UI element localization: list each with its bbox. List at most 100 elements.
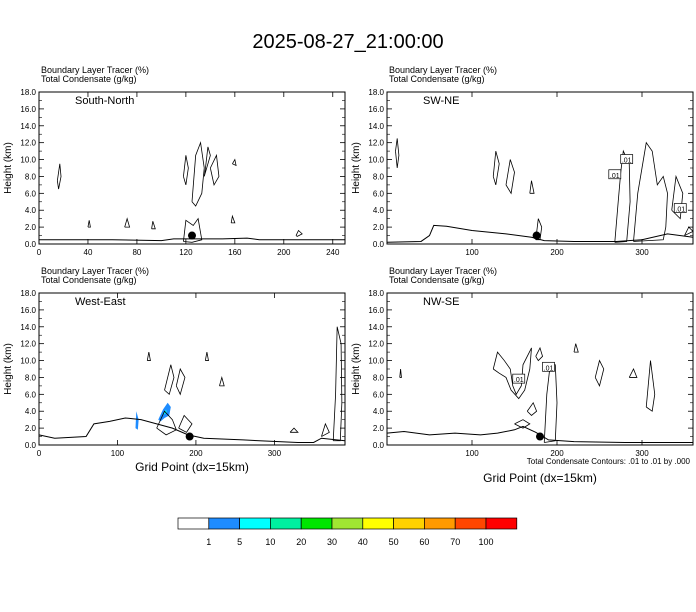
condensate-contour bbox=[645, 360, 656, 412]
condensate-contour bbox=[492, 347, 532, 400]
boundary-layer-line bbox=[386, 224, 694, 243]
colorbar: 1 5 10 20 30 40 50 60 70 100 bbox=[177, 517, 518, 547]
x-tick-label: 0 bbox=[37, 449, 42, 458]
colorbar-label: 30 bbox=[327, 537, 337, 547]
panel-label-tracer: Boundary Layer Tracer (%) bbox=[389, 65, 497, 75]
plot-frame bbox=[386, 91, 694, 245]
x-tick-label: 100 bbox=[111, 449, 125, 458]
condensate-contour bbox=[543, 364, 558, 443]
y-tick-label: 0.0 bbox=[373, 240, 385, 249]
x-tick-label: 200 bbox=[277, 248, 291, 257]
plot-frame bbox=[38, 292, 346, 446]
colorbar-swatch bbox=[270, 517, 302, 530]
x-tick-label: 300 bbox=[635, 248, 649, 257]
location-marker bbox=[536, 432, 544, 441]
condensate-contour bbox=[633, 141, 668, 242]
y-tick-label: 12.0 bbox=[20, 340, 36, 349]
x-tick-label: 100 bbox=[465, 449, 479, 458]
y-tick-label: 14.0 bbox=[368, 122, 384, 131]
colorbar-label: 50 bbox=[389, 537, 399, 547]
condensate-contour bbox=[671, 174, 684, 220]
y-tick-label: 8.0 bbox=[373, 373, 385, 382]
y-tick-label: 18.0 bbox=[20, 88, 36, 97]
condensate-contour bbox=[151, 221, 156, 230]
contour-label: .01 bbox=[620, 154, 634, 165]
svg-text:.01: .01 bbox=[514, 377, 524, 384]
condensate-contour bbox=[146, 352, 151, 361]
contour-note: Total Condensate Contours: .01 to .01 by… bbox=[527, 457, 691, 466]
x-tick-label: 160 bbox=[228, 248, 242, 257]
contour-label: .01 bbox=[542, 361, 555, 372]
y-tick-label: 0.0 bbox=[373, 441, 385, 450]
colorbar-swatch bbox=[485, 517, 518, 530]
svg-text:.01: .01 bbox=[675, 207, 685, 214]
svg-text:.01: .01 bbox=[610, 173, 620, 180]
condensate-contour bbox=[628, 368, 638, 378]
x-tick-label: 240 bbox=[326, 248, 340, 257]
condensate-contour bbox=[399, 368, 402, 378]
x-tick-label: 100 bbox=[465, 248, 479, 257]
condensate-contour bbox=[573, 343, 579, 353]
condensate-contour bbox=[295, 229, 303, 237]
colorbar-label: 100 bbox=[478, 537, 493, 547]
condensate-contour bbox=[209, 153, 220, 186]
panel-sw-ne: Boundary Layer Tracer (%)Total Condensat… bbox=[351, 65, 694, 257]
y-tick-label: 18.0 bbox=[368, 88, 384, 97]
condensate-contour bbox=[526, 401, 538, 416]
condensate-contour bbox=[230, 214, 236, 224]
x-tick-label: 80 bbox=[132, 248, 141, 257]
y-tick-label: 16.0 bbox=[20, 105, 36, 114]
condensate-contour bbox=[232, 158, 237, 167]
colorbar-label: 60 bbox=[419, 537, 429, 547]
contour-label: .01 bbox=[608, 169, 622, 180]
condensate-contour bbox=[164, 364, 175, 396]
y-tick-label: 0.0 bbox=[25, 240, 37, 249]
condensate-contour bbox=[178, 414, 193, 433]
y-tick-label: 6.0 bbox=[373, 390, 385, 399]
y-tick-label: 6.0 bbox=[25, 390, 37, 399]
condensate-contour bbox=[175, 367, 186, 396]
y-tick-label: 18.0 bbox=[368, 289, 384, 298]
y-tick-label: 10.0 bbox=[368, 156, 384, 165]
location-marker bbox=[188, 231, 196, 240]
y-axis-label: Height (km) bbox=[351, 343, 362, 395]
condensate-contour bbox=[203, 146, 211, 177]
location-marker bbox=[185, 432, 194, 441]
y-tick-label: 8.0 bbox=[373, 172, 385, 181]
panel-name: NW-SE bbox=[423, 296, 459, 308]
colorbar-swatch bbox=[208, 517, 240, 530]
plot-frame bbox=[386, 292, 694, 446]
y-tick-label: 14.0 bbox=[20, 122, 36, 131]
condensate-contour bbox=[594, 359, 605, 388]
y-tick-label: 8.0 bbox=[25, 373, 37, 382]
y-axis-label: Height (km) bbox=[3, 343, 14, 395]
colorbar-label: 1 bbox=[206, 537, 211, 547]
condensate-contour bbox=[87, 220, 91, 228]
colorbar-label: 20 bbox=[296, 537, 306, 547]
svg-text:.01: .01 bbox=[544, 365, 554, 372]
y-tick-label: 4.0 bbox=[25, 206, 37, 215]
condensate-contour bbox=[124, 217, 131, 228]
y-tick-label: 16.0 bbox=[368, 105, 384, 114]
x-tick-label: 200 bbox=[550, 449, 564, 458]
x-axis-label-right: Grid Point (dx=15km) bbox=[483, 471, 597, 485]
x-tick-label: 200 bbox=[189, 449, 203, 458]
colorbar-label: 10 bbox=[265, 537, 275, 547]
x-tick-label: 0 bbox=[37, 248, 42, 257]
condensate-contour bbox=[219, 375, 225, 387]
colorbar-swatch bbox=[177, 517, 210, 530]
x-tick-label: 300 bbox=[635, 449, 649, 458]
condensate-contour bbox=[535, 346, 544, 362]
boundary-layer-line bbox=[38, 417, 346, 443]
y-axis-label: Height (km) bbox=[3, 142, 14, 194]
panel-label-condensate: Total Condensate (g/kg) bbox=[389, 275, 485, 285]
y-tick-label: 4.0 bbox=[373, 407, 385, 416]
y-tick-label: 10.0 bbox=[20, 357, 36, 366]
condensate-contour bbox=[492, 151, 500, 186]
y-tick-label: 6.0 bbox=[373, 189, 385, 198]
panel-nw-se: Boundary Layer Tracer (%)Total Condensat… bbox=[351, 266, 694, 458]
x-axis-label-left: Grid Point (dx=15km) bbox=[135, 460, 249, 474]
y-tick-label: 10.0 bbox=[368, 357, 384, 366]
y-tick-label: 2.0 bbox=[25, 424, 37, 433]
